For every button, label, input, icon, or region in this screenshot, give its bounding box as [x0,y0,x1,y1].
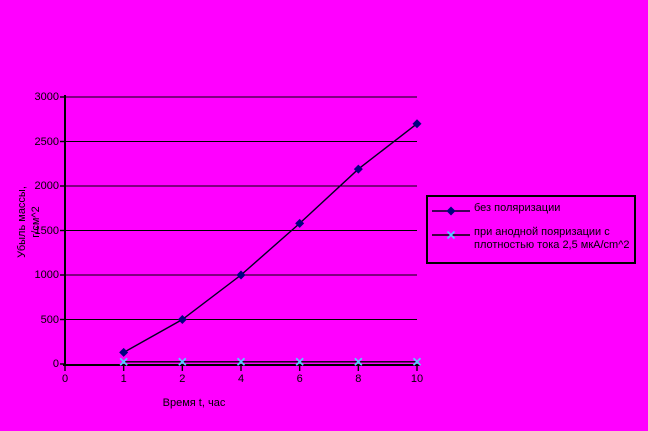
data-point-diamond [295,218,305,228]
legend-item-series1[interactable]: без поляризации [432,202,630,217]
data-point-x [119,357,128,366]
y-tick-label: 2500 [34,135,59,148]
x-tick-label: 0 [61,373,69,385]
legend-item-series2[interactable]: при анодной пояризации с плотностью тока… [432,226,630,252]
y-tick-label: 1500 [34,224,59,237]
legend-label-series2: при анодной пояризации с плотностью тока… [474,226,630,252]
data-point-x [295,357,304,366]
legend-label-series1: без поляризации [474,202,560,215]
x-tick-label: 2 [179,373,186,385]
y-tick-label: 500 [40,313,59,326]
x-tick-label: 1 [120,373,127,385]
data-point-x [412,357,422,366]
x-tick-label: 6 [296,373,303,385]
x-tick-label: 8 [355,373,362,385]
y-axis-title-line2: г/см^2 [30,206,42,238]
series-line-1 [123,123,418,354]
diamond-marker-icon [432,206,470,216]
data-point-diamond [412,119,422,129]
data-point-x [236,357,246,366]
y-axis-title-line1: Убыль массы, [16,186,28,258]
x-axis-title: Время t, час [162,397,226,409]
data-point-diamond [177,315,187,324]
y-tick-label: 0 [52,358,59,370]
legend-label-series2-line2: плотностью тока 2,5 мкА/cm^2 [474,239,630,251]
y-tick-label: 1000 [34,269,59,281]
data-point-diamond [236,270,246,280]
legend-label-series2-line1: при анодной пояризации с [474,226,610,238]
legend[interactable]: без поляризации при анодной пояризации с… [426,195,636,264]
y-tick-label: 3000 [34,91,59,103]
x-marker-icon [432,230,470,240]
data-point-diamond [353,164,363,174]
y-tick-label: 2000 [34,180,59,192]
x-tick-label: 4 [237,373,245,385]
x-tick-label: 10 [410,373,424,385]
data-point-diamond [119,347,129,357]
data-point-x [178,357,187,366]
data-point-x [354,357,363,366]
y-axis-title: Убыль массы, г/см^2 [15,166,43,278]
legend-label-series1-line1: без поляризации [474,202,561,214]
